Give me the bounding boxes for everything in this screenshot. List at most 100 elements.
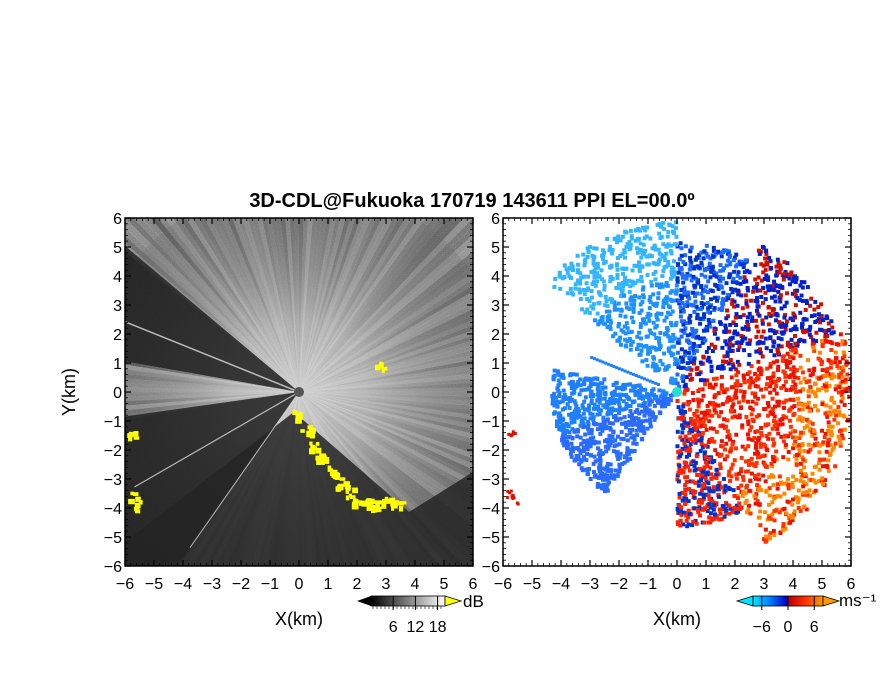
velocity-pixel: [807, 477, 812, 482]
velocity-pixel: [720, 423, 725, 428]
velocity-pixel: [613, 236, 618, 241]
velocity-pixel: [661, 389, 666, 394]
velocity-pixel: [627, 278, 632, 283]
velocity-pixel: [842, 354, 847, 359]
velocity-pixel: [778, 266, 783, 271]
velocity-pixel: [668, 276, 673, 281]
velocity-pixel: [581, 411, 586, 416]
velocity-pixel: [746, 379, 751, 384]
velocity-pixel: [843, 389, 848, 394]
velocity-pixel: [755, 304, 760, 309]
velocity-pixel: [626, 370, 630, 374]
x-tick-label: 5: [440, 576, 449, 593]
velocity-pixel: [658, 358, 663, 363]
over-range-pixel: [316, 458, 322, 465]
velocity-pixel: [731, 276, 736, 281]
velocity-pixel: [757, 435, 762, 440]
velocity-pixel: [782, 370, 787, 375]
velocity-pixel: [658, 411, 663, 416]
velocity-pixel: [604, 403, 609, 408]
velocity-pixel: [666, 334, 671, 339]
velocity-pixel: [551, 394, 556, 399]
velocity-pixel: [727, 275, 732, 280]
velocity-pixel: [753, 262, 758, 267]
velocity-pixel: [707, 515, 712, 520]
velocity-pixel: [643, 387, 648, 392]
velocity-pixel: [748, 338, 753, 343]
velocity-pixel: [816, 312, 821, 317]
velocity-pixel: [651, 272, 656, 277]
velocity-pixel: [750, 417, 755, 422]
velocity-pixel: [719, 517, 724, 522]
velocity-pixel: [791, 275, 796, 280]
velocity-pixel: [812, 313, 817, 318]
velocity-pixel: [724, 342, 729, 347]
velocity-pixel: [618, 313, 623, 318]
velocity-pixel: [791, 371, 796, 376]
velocity-pixel: [567, 434, 572, 439]
velocity-pixel: [825, 367, 830, 372]
velocity-pixel: [602, 283, 607, 288]
velocity-pixel: [619, 288, 624, 293]
velocity-pixel: [829, 347, 834, 352]
velocity-pixel: [743, 491, 748, 496]
velocity-pixel: [794, 456, 799, 461]
velocity-pixel: [572, 383, 577, 388]
velocity-pixel: [836, 412, 841, 417]
velocity-pixel: [609, 363, 613, 367]
velocity-pixel: [824, 403, 829, 408]
velocity-pixel: [808, 373, 813, 378]
velocity-pixel: [782, 506, 787, 511]
velocity-pixel: [631, 309, 636, 314]
velocity-pixel: [555, 404, 560, 409]
velocity-pixel: [708, 359, 713, 364]
velocity-pixel: [679, 408, 684, 413]
velocity-pixel: [766, 286, 771, 291]
velocity-pixel: [779, 344, 784, 349]
velocity-pixel: [648, 294, 653, 299]
velocity-pixel: [508, 491, 512, 495]
velocity-pixel: [713, 393, 718, 398]
velocity-pixel: [648, 420, 653, 425]
velocity-pixel: [841, 350, 846, 355]
velocity-pixel: [685, 464, 690, 469]
velocity-pixel: [732, 287, 737, 292]
velocity-pixel: [627, 420, 632, 425]
velocity-pixel: [587, 431, 592, 436]
velocity-pixel: [769, 266, 774, 271]
velocity-pixel: [700, 340, 705, 345]
velocity-pixel: [637, 383, 642, 388]
velocity-pixel: [739, 467, 744, 472]
velocity-pixel: [652, 393, 657, 398]
velocity-pixel: [829, 376, 834, 381]
velocity-pixel: [676, 365, 681, 370]
velocity-pixel: [790, 429, 795, 434]
velocity-pixel: [683, 326, 688, 331]
velocity-pixel: [576, 262, 581, 267]
velocity-pixel: [839, 433, 844, 438]
velocity-pixel: [647, 410, 652, 415]
velocity-pixel: [762, 407, 767, 412]
velocity-pixel: [620, 387, 625, 392]
velocity-pixel: [595, 261, 600, 266]
velocity-pixel: [612, 473, 617, 478]
velocity-pixel: [768, 362, 773, 367]
velocity-pixel: [596, 458, 601, 463]
velocity-pixel: [603, 295, 608, 300]
velocity-pixel: [704, 284, 709, 289]
velocity-pixel: [792, 509, 797, 514]
velocity-pixel: [642, 400, 647, 405]
velocity-pixel: [681, 510, 686, 515]
velocity-pixel: [592, 402, 597, 407]
velocity-pixel: [632, 384, 637, 389]
velocity-pixel: [730, 290, 735, 295]
velocity-pixel: [583, 310, 588, 315]
velocity-pixel: [772, 294, 777, 299]
velocity-pixel: [765, 376, 770, 381]
velocity-pixel: [721, 249, 726, 254]
velocity-pixel: [711, 318, 716, 323]
over-range-pixel: [385, 498, 392, 504]
velocity-pixel: [705, 504, 710, 509]
velocity-pixel: [732, 493, 737, 498]
velocity-pixel: [633, 416, 638, 421]
